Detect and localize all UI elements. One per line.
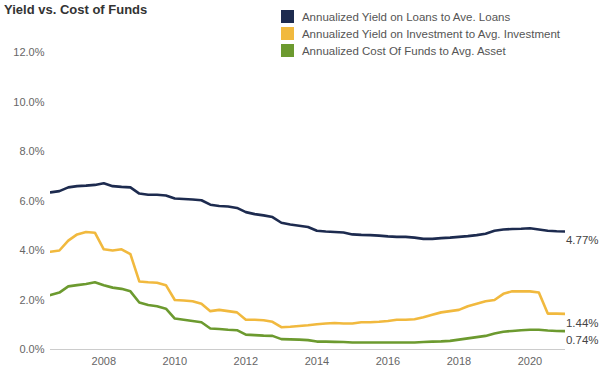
html-text:Yield vs. Cost of Funds: Yield vs. Cost of Funds bbox=[4, 2, 148, 17]
svg-text:10.0%: 10.0% bbox=[13, 96, 44, 108]
svg-text:2.0%: 2.0% bbox=[19, 294, 44, 306]
html-text:Annualized Yield on Loans to A: Annualized Yield on Loans to Ave. Loans bbox=[301, 10, 511, 23]
svg-text:2010: 2010 bbox=[163, 355, 187, 367]
svg-text:4.77%: 4.77% bbox=[566, 234, 599, 246]
svg-text:2014: 2014 bbox=[305, 355, 329, 367]
svg-text:2012: 2012 bbox=[234, 355, 258, 367]
svg-text:2020: 2020 bbox=[518, 355, 542, 367]
svg-text:2016: 2016 bbox=[376, 355, 400, 367]
svg-text:4.0%: 4.0% bbox=[19, 244, 44, 256]
svg-text:8.0%: 8.0% bbox=[19, 145, 44, 157]
svg-text:0.0%: 0.0% bbox=[19, 343, 44, 355]
svg-text:12.0%: 12.0% bbox=[13, 46, 44, 58]
svg-text:6.0%: 6.0% bbox=[19, 195, 44, 207]
svg-text:2018: 2018 bbox=[447, 355, 471, 367]
html-text:Annualized Cost Of Funds to Av: Annualized Cost Of Funds to Avg. Asset bbox=[301, 44, 506, 57]
svg-text:0.74%: 0.74% bbox=[566, 334, 599, 346]
html-text:Annualized Yield on Investment: Annualized Yield on Investment to Avg. I… bbox=[301, 27, 560, 40]
svg-text:1.44%: 1.44% bbox=[566, 317, 599, 329]
svg-text:2008: 2008 bbox=[92, 355, 116, 367]
